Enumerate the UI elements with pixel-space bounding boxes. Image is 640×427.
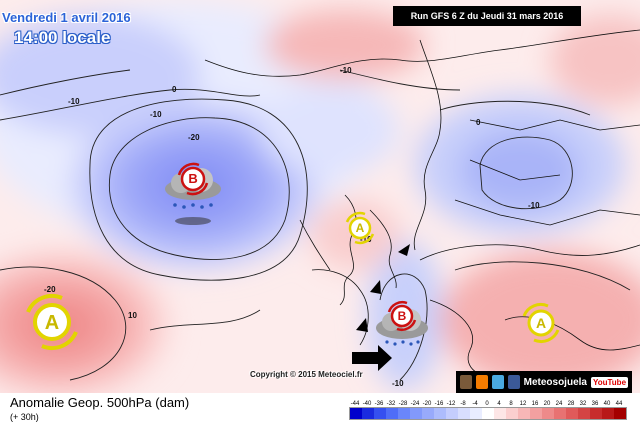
- scale-swatch: [518, 408, 530, 419]
- scale-swatch: [410, 408, 422, 419]
- scale-label: -20: [423, 401, 432, 407]
- scale-label: 36: [592, 401, 599, 407]
- scale-label: -28: [399, 401, 408, 407]
- scale-swatch: [530, 408, 542, 419]
- high-letter: A: [45, 312, 59, 334]
- high-letter: A: [536, 315, 546, 331]
- scale-label: 12: [520, 401, 527, 407]
- contour-label: -10: [360, 235, 372, 244]
- forecast-date: Vendredi 1 avril 2016: [2, 10, 131, 25]
- scale-swatch: [554, 408, 566, 419]
- brand-name: Meteosojuela: [523, 376, 587, 388]
- scale-swatch: [350, 408, 362, 419]
- arrow-icon: [370, 280, 381, 294]
- scale-swatch: [362, 408, 374, 419]
- scale-label: 28: [568, 401, 575, 407]
- scale-label: 4: [497, 401, 501, 407]
- blogger-icon[interactable]: [475, 375, 488, 389]
- flow-arrows: [352, 244, 410, 371]
- contour-label: 0: [172, 85, 177, 94]
- scale-label: 0: [485, 401, 489, 407]
- scale-swatch: [470, 408, 482, 419]
- high-pressure-symbol: A: [345, 211, 375, 245]
- scale-swatch: [374, 408, 386, 419]
- scale-swatch: [602, 408, 614, 419]
- arrow-icon: [356, 318, 368, 332]
- facebook-icon[interactable]: [507, 375, 520, 389]
- contour-label: 10: [128, 311, 137, 320]
- scale-swatch: [578, 408, 590, 419]
- arrow-east-icon: [352, 345, 392, 371]
- twitter-icon[interactable]: [491, 375, 504, 389]
- scale-swatch: [386, 408, 398, 419]
- scale-swatch: [566, 408, 578, 419]
- legend-title: Anomalie Geop. 500hPa (dam): [10, 395, 190, 410]
- scale-swatch: [482, 408, 494, 419]
- scale-labels: -44 -40 -36 -32 -28 -24 -20 -16 -12 -8 -4 0 4 8 12 16 20…: [351, 401, 623, 407]
- high-letter: A: [356, 221, 365, 235]
- forecast-time: 14:00 locale: [14, 28, 111, 47]
- scale-label: -36: [375, 401, 384, 407]
- scale-swatch: [614, 408, 626, 419]
- scale-label: 20: [544, 401, 551, 407]
- contour-label: -10: [150, 110, 162, 119]
- color-scale-bar: [349, 407, 627, 420]
- contour-label: -10: [392, 379, 404, 388]
- scale-swatch: [506, 408, 518, 419]
- scale-label: -32: [387, 401, 396, 407]
- contour-label: -20: [188, 133, 200, 142]
- scale-label: 8: [509, 401, 513, 407]
- anomaly-shading: [0, 0, 640, 393]
- scale-label: -8: [460, 401, 466, 407]
- contour-lines: [0, 69, 631, 381]
- model-run-banner: Run GFS 6 Z du Jeudi 31 mars 2016: [393, 6, 581, 26]
- contour-label: -10: [340, 66, 352, 75]
- low-letter: B: [188, 171, 197, 186]
- scale-label: -12: [447, 401, 456, 407]
- scale-swatch: [590, 408, 602, 419]
- scale-swatch: [458, 408, 470, 419]
- contour-label: -10: [528, 201, 540, 210]
- scale-label: 24: [556, 401, 563, 407]
- scale-label: 44: [616, 401, 623, 407]
- low-pressure-symbol: B: [376, 300, 428, 346]
- high-pressure-symbol: A: [522, 303, 560, 343]
- scale-swatch: [446, 408, 458, 419]
- instagram-icon[interactable]: [460, 375, 472, 389]
- low-letter: B: [398, 309, 407, 323]
- scale-label: -44: [351, 401, 360, 407]
- contour-label: -10: [68, 97, 80, 106]
- arrow-icon: [398, 244, 410, 256]
- contour-label: -20: [44, 285, 56, 294]
- brand-strip: Meteosojuela YouTube: [456, 371, 632, 393]
- youtube-icon[interactable]: YouTube: [590, 376, 629, 388]
- scale-label: 32: [580, 401, 587, 407]
- scale-label: -24: [411, 401, 420, 407]
- scale-swatch: [494, 408, 506, 419]
- scale-label: -16: [435, 401, 444, 407]
- scale-label: 16: [532, 401, 539, 407]
- contour-label: 0: [476, 118, 481, 127]
- scale-swatch: [398, 408, 410, 419]
- scale-swatch: [542, 408, 554, 419]
- scale-label: 40: [604, 401, 611, 407]
- geopotential-anomaly-map: -10 -20 -10 -10 0 -10 10 -20 0 -10 -10: [0, 0, 640, 393]
- scale-swatch: [422, 408, 434, 419]
- scale-label: -4: [472, 401, 478, 407]
- high-pressure-symbol: A: [26, 294, 78, 350]
- legend-subtitle: (+ 30h): [10, 412, 39, 422]
- copyright: Copyright © 2015 Meteociel.fr: [250, 370, 363, 379]
- low-pressure-symbol: B: [165, 162, 221, 225]
- scale-swatch: [434, 408, 446, 419]
- scale-label: -40: [363, 401, 372, 407]
